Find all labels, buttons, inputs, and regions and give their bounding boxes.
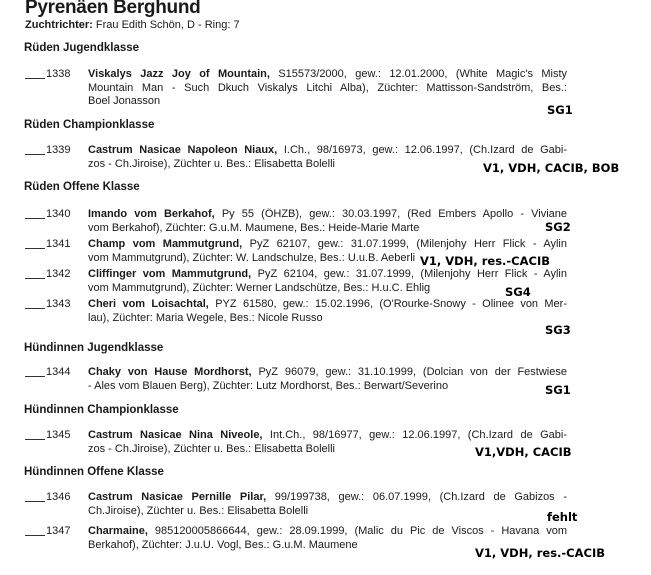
entry-blank-line (25, 154, 45, 155)
entry-text: Castrum Nasicae Nina Niveole, Int.Ch., 9… (88, 429, 567, 456)
entry-result: SG1 (545, 383, 571, 397)
class-heading: Rüden Jugendklasse (24, 42, 140, 54)
class-heading: Hündinnen Jugendklasse (24, 342, 164, 354)
entry-text: Castrum Nasicae Napoleon Niaux, I.Ch., 9… (88, 144, 567, 171)
entry-line: zos - Ch.Jiroise), Züchter u. Bes.: Elis… (88, 442, 335, 455)
entry-line: Charmaine, 985120005866644, gew.: 28.09.… (88, 525, 567, 539)
entry-line: Viskalys Jazz Joy of Mountain, S15573/20… (88, 68, 567, 82)
entry-details: 985120005866644, gew.: 28.09.1999, (Mali… (147, 525, 567, 537)
entry-blank-line (25, 376, 45, 377)
entry-line: vom Berkahof), Züchter: G.u.M. Maumene, … (88, 221, 420, 234)
entry-details: PyZ 62107, gew.: 31.07.1999, (Milenjohy … (242, 238, 567, 250)
entry-line: vom Mammutgrund), Züchter: W. Landschulz… (88, 251, 416, 264)
entry-text: Champ vom Mammutgrund, PyZ 62107, gew.: … (88, 238, 567, 265)
entry-text: Cheri vom Loisachtal, PYZ 61580, gew.: 1… (88, 298, 567, 325)
entry-details: I.Ch., 98/16973, gew.: 12.06.1997, (Ch.I… (277, 144, 567, 156)
entry-number: 1341 (46, 238, 71, 250)
entry-result: SG4 (505, 285, 531, 299)
entry-line: zos - Ch.Jiroise), Züchter u. Bes.: Elis… (88, 157, 335, 170)
entry-blank-line (25, 308, 45, 309)
entry-details: S15573/2000, gew.: 12.01.2000, (White Ma… (269, 68, 567, 80)
class-heading: Rüden Offene Klasse (24, 181, 140, 193)
entry-line: Imando vom Berkahof, Py 55 (ÖHZB), gew.:… (88, 208, 567, 222)
entry-line: Castrum Nasicae Nina Niveole, Int.Ch., 9… (88, 429, 567, 443)
dog-name: Charmaine, (88, 525, 148, 537)
entry-text: Castrum Nasicae Pernille Pilar, 99/19973… (88, 491, 567, 518)
judge-line: Zuchtrichter: Frau Edith Schön, D - Ring… (25, 19, 240, 31)
entry-blank-line (25, 248, 45, 249)
judge-value: Frau Edith Schön, D - Ring: 7 (95, 19, 240, 31)
entry-text: Chaky von Hause Mordhorst, PyZ 96079, ge… (88, 366, 567, 393)
entry-details: PYZ 61580, gew.: 15.02.1996, (O'Rourke-S… (208, 298, 567, 310)
entry-details: PyZ 62104, gew.: 31.07.1999, (Milenjohy … (251, 268, 567, 280)
entry-blank-line (25, 218, 45, 219)
entry-number: 1347 (46, 525, 71, 537)
entry-text: Cliffinger vom Mammutgrund, PyZ 62104, g… (88, 268, 567, 295)
entry-result: V1,VDH, CACIB (475, 445, 572, 459)
entry-blank-line (25, 439, 45, 440)
entry-text: Charmaine, 985120005866644, gew.: 28.09.… (88, 525, 567, 552)
entry-details: Int.Ch., 98/16977, gew.: 12.06.1997, (Ch… (262, 429, 567, 441)
dog-name: Imando vom Berkahof, (88, 208, 215, 220)
entry-line: Champ vom Mammutgrund, PyZ 62107, gew.: … (88, 238, 567, 252)
entry-blank-line (25, 501, 45, 502)
dog-name: Champ vom Mammutgrund, (88, 238, 243, 250)
dog-name: Cheri vom Loisachtal, (88, 298, 209, 310)
entry-line: Castrum Nasicae Pernille Pilar, 99/19973… (88, 491, 567, 505)
dog-name: Chaky von Hause Mordhorst, (88, 366, 252, 378)
entry-text: Imando vom Berkahof, Py 55 (ÖHZB), gew.:… (88, 208, 567, 235)
entry-result: V1, VDH, CACIB, BOB (483, 161, 620, 175)
class-heading: Hündinnen Offene Klasse (24, 466, 164, 478)
entry-number: 1338 (46, 68, 71, 80)
entry-number: 1339 (46, 144, 71, 156)
entry-number: 1340 (46, 208, 71, 220)
entry-result: V1, VDH, res.-CACIB (420, 254, 550, 268)
entry-number: 1343 (46, 298, 71, 310)
dog-name: Castrum Nasicae Nina Niveole, (88, 429, 263, 441)
entry-line: Cheri vom Loisachtal, PYZ 61580, gew.: 1… (88, 298, 567, 312)
entry-line: Boel Jonasson (88, 95, 161, 107)
class-heading: Rüden Championklasse (24, 119, 155, 131)
entry-result: SG1 (547, 103, 573, 117)
entry-result: SG3 (545, 323, 571, 337)
page-title: Pyrenäen Berghund (25, 0, 201, 18)
entry-line: - Ales vom Blauen Berg), Züchter: Lutz M… (88, 379, 449, 392)
entry-number: 1344 (46, 366, 71, 378)
entry-details: 99/199738, gew.: 06.07.1999, (Ch.Izard d… (266, 491, 567, 503)
entry-details: Py 55 (ÖHZB), gew.: 30.03.1997, (Red Emb… (214, 208, 567, 220)
dog-name: Castrum Nasicae Pernille Pilar, (88, 491, 267, 503)
dog-name: Castrum Nasicae Napoleon Niaux, (88, 144, 278, 156)
entry-number: 1342 (46, 268, 71, 280)
entry-line: Berkahof), Züchter: J.u.U. Vogl, Bes.: G… (88, 538, 358, 551)
entry-line: Cliffinger vom Mammutgrund, PyZ 62104, g… (88, 268, 567, 282)
entry-line: Castrum Nasicae Napoleon Niaux, I.Ch., 9… (88, 144, 567, 158)
entry-line: Mountain Man - Such Dkuch Viskalys Litch… (88, 81, 567, 94)
entry-line: Ch.Jiroise), Züchter u. Bes.: Elisabetta… (88, 504, 309, 517)
entry-line: lau), Züchter: Maria Wegele, Bes.: Nicol… (88, 311, 323, 324)
entry-result: fehlt (547, 510, 578, 524)
judge-label: Zuchtrichter: (25, 19, 93, 31)
entry-line: vom Mammutgrund), Züchter: Werner Landsc… (88, 281, 431, 294)
entry-result: SG2 (545, 220, 571, 234)
entry-text: Viskalys Jazz Joy of Mountain, S15573/20… (88, 68, 567, 109)
entry-number: 1345 (46, 429, 71, 441)
entry-blank-line (25, 535, 45, 536)
entry-blank-line (25, 278, 45, 279)
dog-name: Cliffinger vom Mammutgrund, (88, 268, 252, 280)
dog-name: Viskalys Jazz Joy of Mountain, (88, 68, 270, 80)
entry-line: Chaky von Hause Mordhorst, PyZ 96079, ge… (88, 366, 567, 380)
entry-blank-line (25, 78, 45, 79)
class-heading: Hündinnen Championklasse (24, 404, 179, 416)
entry-details: PyZ 96079, gew.: 31.10.1999, (Dolcian vo… (251, 366, 567, 378)
entry-number: 1346 (46, 491, 71, 503)
entry-result: V1, VDH, res.-CACIB (475, 546, 605, 560)
